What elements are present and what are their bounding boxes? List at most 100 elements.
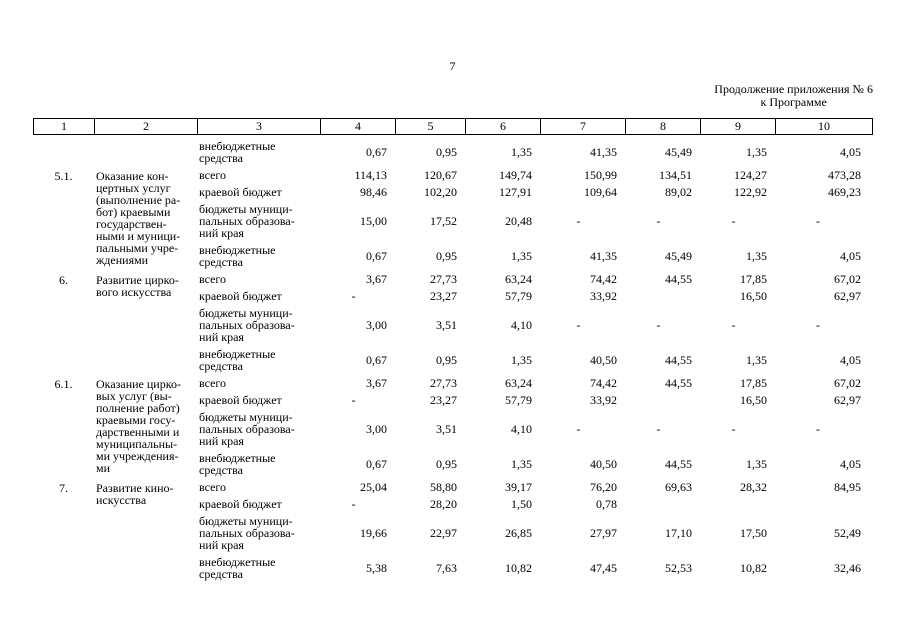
value-cell: -	[656, 318, 661, 332]
table-row-group: внебюджетные средства 0,67 0,95 1,35 41,35 45…	[33, 140, 873, 164]
value-cell: 40,50	[590, 457, 617, 471]
continuation-note-wrap: Продолжение приложения № 6 к Программе	[0, 83, 873, 110]
value-cell: 57,79	[505, 393, 532, 407]
value-cell: 0,95	[436, 457, 457, 471]
value-cell: 4,05	[840, 249, 861, 263]
value-cell: 7,63	[436, 561, 457, 575]
value-cell: 149,74	[499, 168, 532, 182]
value-cell: 67,02	[834, 376, 861, 390]
value-cell: 58,80	[430, 480, 457, 494]
value-cell: 57,79	[505, 289, 532, 303]
value-cell: 44,55	[665, 353, 692, 367]
value-cell: 27,97	[590, 526, 617, 540]
value-cell: -	[576, 422, 581, 436]
value-cell: 25,04	[360, 480, 387, 494]
row-title: Развитие цирко- вого искусства	[96, 273, 179, 299]
budget-line: бюджеты муници- пальных образова- ний кр…	[197, 203, 873, 239]
value-cell: 1,35	[746, 249, 767, 263]
value-cell: 16,50	[740, 289, 767, 303]
budget-type-cell: бюджеты муници- пальных образова- ний кр…	[199, 202, 295, 240]
value-cell: 469,23	[828, 185, 861, 199]
budget-line: краевой бюджет - 28,20 1,50 0,78	[197, 498, 873, 510]
value-cell: 33,92	[590, 393, 617, 407]
budget-type-cell: бюджеты муници- пальных образова- ний кр…	[199, 410, 295, 448]
value-cell: 67,02	[834, 272, 861, 286]
budget-line: всего 114,13 120,67 149,74 150,99 134,51 124,2…	[197, 169, 873, 181]
value-cell: 3,67	[366, 272, 387, 286]
table-row-group: 5.1. Оказание кон- цертных услуг (выполне…	[33, 169, 873, 268]
budget-line: бюджеты муници- пальных образова- ний кр…	[197, 411, 873, 447]
table-body: внебюджетные средства 0,67 0,95 1,35 41,35 45…	[33, 140, 873, 580]
value-cell: 122,92	[734, 185, 767, 199]
value-cell: -	[731, 318, 736, 332]
value-cell: 3,67	[366, 376, 387, 390]
value-cell: 15,00	[360, 214, 387, 228]
budget-line: краевой бюджет 98,46 102,20 127,91 109,64 89,…	[197, 186, 873, 198]
budget-type-cell: внебюджетные средства	[199, 139, 276, 165]
table-row-group: 7. Развитие кино- искусства всего 25,04 58,8…	[33, 481, 873, 580]
table-row-group: 6. Развитие цирко- вого искусства всего 3,6…	[33, 273, 873, 372]
budget-line: всего 3,67 27,73 63,24 74,42 44,55 17,85 67,02	[197, 273, 873, 285]
value-cell: 40,50	[590, 353, 617, 367]
row-budget-lines: всего 3,67 27,73 63,24 74,42 44,55 17,85 67,02 к…	[197, 377, 873, 476]
value-cell: 4,05	[840, 457, 861, 471]
budget-line: краевой бюджет - 23,27 57,79 33,92 16,50 62,97	[197, 290, 873, 302]
value-cell: 44,55	[665, 272, 692, 286]
page-number: 7	[449, 59, 456, 73]
value-cell: 63,24	[505, 272, 532, 286]
row-number: 5.1.	[54, 169, 73, 183]
row-budget-lines: внебюджетные средства 0,67 0,95 1,35 41,35 45…	[197, 140, 873, 164]
header-col-6: 6	[465, 118, 540, 135]
value-cell: 0,67	[366, 145, 387, 159]
header-col-10: 10	[775, 118, 873, 135]
value-cell: 5,38	[366, 561, 387, 575]
row-title: Оказание цирко- вых услуг (вы- полнение …	[96, 377, 181, 475]
row-title: Оказание кон- цертных услуг (выполнение …	[96, 169, 181, 267]
row-number: 6.	[59, 273, 68, 287]
row-budget-lines: всего 25,04 58,80 39,17 76,20 69,63 28,32 84,95…	[197, 481, 873, 580]
appendix-table: 1 2 3 4 5 6 7 8 9 10 внебюджетные средства 0,67 0,9…	[33, 118, 873, 580]
budget-line: внебюджетные средства 0,67 0,95 1,35 40,50 44…	[197, 452, 873, 476]
value-cell: 41,35	[590, 145, 617, 159]
header-col-5: 5	[395, 118, 465, 135]
continuation-note: Продолжение приложения № 6 к Программе	[714, 82, 873, 109]
value-cell: 74,42	[590, 272, 617, 286]
value-cell: 0,67	[366, 457, 387, 471]
value-cell: 39,17	[505, 480, 532, 494]
header-col-2: 2	[94, 118, 197, 135]
value-cell: 124,27	[734, 168, 767, 182]
budget-line: всего 3,67 27,73 63,24 74,42 44,55 17,85 67,02	[197, 377, 873, 389]
value-cell: 47,45	[590, 561, 617, 575]
value-cell: -	[351, 393, 356, 407]
value-cell: 17,85	[740, 376, 767, 390]
value-cell: 44,55	[665, 376, 692, 390]
value-cell: -	[731, 422, 736, 436]
value-cell: 23,27	[430, 393, 457, 407]
budget-type-cell: всего	[199, 480, 227, 494]
row-number: 6.1.	[54, 377, 73, 391]
value-cell: -	[576, 318, 581, 332]
table-header-row: 1 2 3 4 5 6 7 8 9 10	[33, 118, 873, 135]
value-cell: -	[816, 422, 820, 436]
value-cell: 3,00	[366, 318, 387, 332]
budget-type-cell: краевой бюджет	[199, 185, 282, 199]
budget-line: бюджеты муници- пальных образова- ний кр…	[197, 307, 873, 343]
value-cell: 0,95	[436, 353, 457, 367]
value-cell: 102,20	[424, 185, 457, 199]
budget-line: внебюджетные средства 5,38 7,63 10,82 47,45 5…	[197, 556, 873, 580]
value-cell: 63,24	[505, 376, 532, 390]
value-cell: 1,35	[746, 457, 767, 471]
value-cell: -	[351, 497, 356, 511]
row-number	[33, 140, 94, 141]
value-cell: 62,97	[834, 289, 861, 303]
table-row-group: 6.1. Оказание цирко- вых услуг (вы- полне…	[33, 377, 873, 476]
value-cell: 127,91	[499, 185, 532, 199]
value-cell: 17,85	[740, 272, 767, 286]
value-cell: -	[656, 422, 661, 436]
value-cell: 4,05	[840, 353, 861, 367]
header-col-7: 7	[540, 118, 625, 135]
value-cell: 109,64	[584, 185, 617, 199]
value-cell: 20,48	[505, 214, 532, 228]
value-cell: 76,20	[590, 480, 617, 494]
value-cell: 28,32	[740, 480, 767, 494]
